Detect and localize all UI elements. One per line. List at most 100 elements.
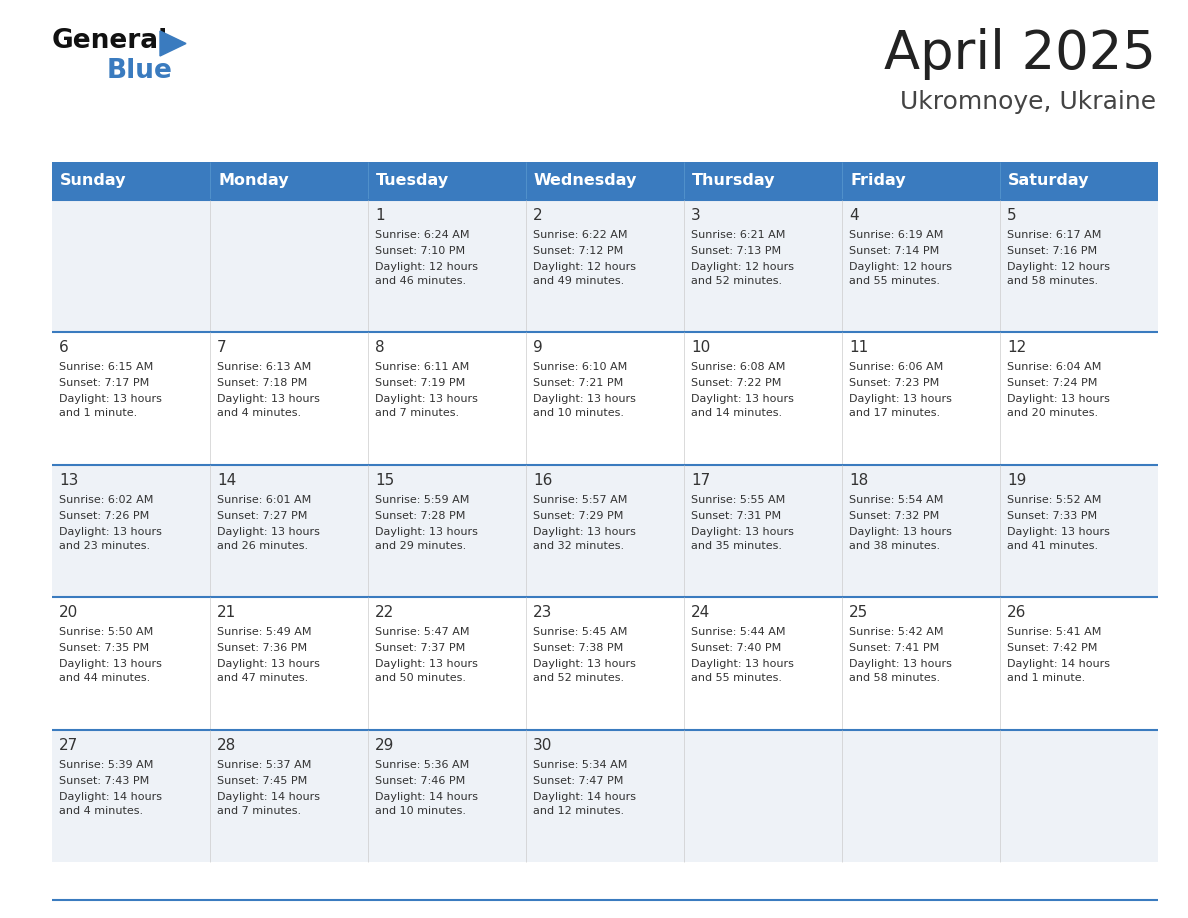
Text: Sunrise: 5:50 AM: Sunrise: 5:50 AM [59, 627, 153, 637]
Text: and 1 minute.: and 1 minute. [59, 409, 138, 419]
Text: 19: 19 [1007, 473, 1026, 487]
Text: Sunrise: 5:54 AM: Sunrise: 5:54 AM [849, 495, 943, 505]
Text: and 29 minutes.: and 29 minutes. [375, 541, 466, 551]
Text: and 52 minutes.: and 52 minutes. [691, 276, 782, 286]
Text: and 32 minutes.: and 32 minutes. [533, 541, 624, 551]
Text: and 50 minutes.: and 50 minutes. [375, 673, 466, 683]
Text: Sunrise: 6:02 AM: Sunrise: 6:02 AM [59, 495, 153, 505]
Text: Sunrise: 5:39 AM: Sunrise: 5:39 AM [59, 759, 153, 769]
Text: April 2025: April 2025 [884, 28, 1156, 80]
Text: Thursday: Thursday [691, 174, 776, 188]
Bar [52, 162, 1158, 200]
Text: 5: 5 [1007, 208, 1017, 223]
Text: and 1 minute.: and 1 minute. [1007, 673, 1086, 683]
Text: 30: 30 [533, 737, 552, 753]
Text: 15: 15 [375, 473, 394, 487]
Text: Sunrise: 6:15 AM: Sunrise: 6:15 AM [59, 363, 153, 373]
Text: Daylight: 12 hours: Daylight: 12 hours [375, 262, 478, 272]
Text: 22: 22 [375, 605, 394, 621]
Text: Sunset: 7:16 PM: Sunset: 7:16 PM [1007, 246, 1098, 256]
Text: 6: 6 [59, 341, 69, 355]
Text: and 55 minutes.: and 55 minutes. [691, 673, 782, 683]
Text: Sunrise: 6:08 AM: Sunrise: 6:08 AM [691, 363, 785, 373]
Text: 14: 14 [217, 473, 236, 487]
Text: 1: 1 [375, 208, 385, 223]
Text: Daylight: 13 hours: Daylight: 13 hours [849, 527, 952, 537]
Text: Sunrise: 5:52 AM: Sunrise: 5:52 AM [1007, 495, 1101, 505]
Text: Sunrise: 6:11 AM: Sunrise: 6:11 AM [375, 363, 469, 373]
Text: 16: 16 [533, 473, 552, 487]
Text: Sunset: 7:28 PM: Sunset: 7:28 PM [375, 510, 466, 521]
Text: Daylight: 13 hours: Daylight: 13 hours [1007, 527, 1110, 537]
Text: Sunrise: 5:47 AM: Sunrise: 5:47 AM [375, 627, 469, 637]
Text: Sunset: 7:35 PM: Sunset: 7:35 PM [59, 644, 150, 654]
Text: Sunset: 7:47 PM: Sunset: 7:47 PM [533, 776, 624, 786]
Text: Daylight: 14 hours: Daylight: 14 hours [217, 791, 320, 801]
Text: Saturday: Saturday [1007, 174, 1089, 188]
Text: Daylight: 12 hours: Daylight: 12 hours [533, 262, 636, 272]
Text: and 41 minutes.: and 41 minutes. [1007, 541, 1098, 551]
Text: Daylight: 13 hours: Daylight: 13 hours [533, 527, 636, 537]
Text: Wednesday: Wednesday [533, 174, 638, 188]
Text: Daylight: 13 hours: Daylight: 13 hours [375, 527, 478, 537]
Text: Sunrise: 6:06 AM: Sunrise: 6:06 AM [849, 363, 943, 373]
Text: and 7 minutes.: and 7 minutes. [217, 806, 301, 815]
Text: and 4 minutes.: and 4 minutes. [217, 409, 301, 419]
Text: Sunset: 7:13 PM: Sunset: 7:13 PM [691, 246, 782, 256]
Text: Daylight: 13 hours: Daylight: 13 hours [217, 659, 320, 669]
Text: Sunrise: 5:55 AM: Sunrise: 5:55 AM [691, 495, 785, 505]
Text: Sunrise: 6:13 AM: Sunrise: 6:13 AM [217, 363, 311, 373]
Text: 25: 25 [849, 605, 868, 621]
Bar [52, 598, 1158, 730]
Text: Sunrise: 5:36 AM: Sunrise: 5:36 AM [375, 759, 469, 769]
Text: Daylight: 13 hours: Daylight: 13 hours [375, 395, 478, 405]
Text: 13: 13 [59, 473, 78, 487]
Text: Sunset: 7:33 PM: Sunset: 7:33 PM [1007, 510, 1098, 521]
Text: 21: 21 [217, 605, 236, 621]
Text: 23: 23 [533, 605, 552, 621]
Text: Sunset: 7:41 PM: Sunset: 7:41 PM [849, 644, 940, 654]
Text: Daylight: 13 hours: Daylight: 13 hours [375, 659, 478, 669]
Text: Daylight: 12 hours: Daylight: 12 hours [691, 262, 794, 272]
Text: Daylight: 14 hours: Daylight: 14 hours [1007, 659, 1110, 669]
Text: Sunset: 7:26 PM: Sunset: 7:26 PM [59, 510, 150, 521]
Bar [52, 465, 1158, 598]
Text: Sunset: 7:27 PM: Sunset: 7:27 PM [217, 510, 308, 521]
Text: Sunset: 7:14 PM: Sunset: 7:14 PM [849, 246, 940, 256]
Text: and 10 minutes.: and 10 minutes. [375, 806, 466, 815]
Text: 20: 20 [59, 605, 78, 621]
Text: and 17 minutes.: and 17 minutes. [849, 409, 940, 419]
Bar [52, 200, 1158, 332]
Text: Sunset: 7:32 PM: Sunset: 7:32 PM [849, 510, 940, 521]
Text: Sunrise: 5:49 AM: Sunrise: 5:49 AM [217, 627, 311, 637]
Text: and 10 minutes.: and 10 minutes. [533, 409, 624, 419]
Text: and 35 minutes.: and 35 minutes. [691, 541, 782, 551]
Text: Daylight: 13 hours: Daylight: 13 hours [691, 527, 794, 537]
Text: 9: 9 [533, 341, 543, 355]
Text: Sunrise: 5:42 AM: Sunrise: 5:42 AM [849, 627, 943, 637]
Text: Sunset: 7:36 PM: Sunset: 7:36 PM [217, 644, 308, 654]
Text: Sunset: 7:10 PM: Sunset: 7:10 PM [375, 246, 466, 256]
Text: Sunrise: 6:19 AM: Sunrise: 6:19 AM [849, 230, 943, 240]
Text: Daylight: 14 hours: Daylight: 14 hours [375, 791, 478, 801]
Text: Daylight: 13 hours: Daylight: 13 hours [533, 395, 636, 405]
Text: and 58 minutes.: and 58 minutes. [849, 673, 940, 683]
Text: Daylight: 13 hours: Daylight: 13 hours [59, 395, 162, 405]
Text: Daylight: 13 hours: Daylight: 13 hours [1007, 395, 1110, 405]
Text: Sunset: 7:21 PM: Sunset: 7:21 PM [533, 378, 624, 388]
Text: Daylight: 13 hours: Daylight: 13 hours [59, 659, 162, 669]
Text: Sunset: 7:40 PM: Sunset: 7:40 PM [691, 644, 782, 654]
Text: 3: 3 [691, 208, 701, 223]
Text: 12: 12 [1007, 341, 1026, 355]
Text: Sunset: 7:19 PM: Sunset: 7:19 PM [375, 378, 466, 388]
Text: Daylight: 12 hours: Daylight: 12 hours [849, 262, 952, 272]
Text: Sunrise: 6:21 AM: Sunrise: 6:21 AM [691, 230, 785, 240]
Text: Sunset: 7:17 PM: Sunset: 7:17 PM [59, 378, 150, 388]
Text: Ukromnoye, Ukraine: Ukromnoye, Ukraine [899, 90, 1156, 114]
Text: General: General [52, 28, 169, 54]
Text: Sunrise: 6:10 AM: Sunrise: 6:10 AM [533, 363, 627, 373]
Text: Sunset: 7:31 PM: Sunset: 7:31 PM [691, 510, 782, 521]
Text: 26: 26 [1007, 605, 1026, 621]
Text: Daylight: 13 hours: Daylight: 13 hours [59, 527, 162, 537]
Text: Sunset: 7:45 PM: Sunset: 7:45 PM [217, 776, 308, 786]
